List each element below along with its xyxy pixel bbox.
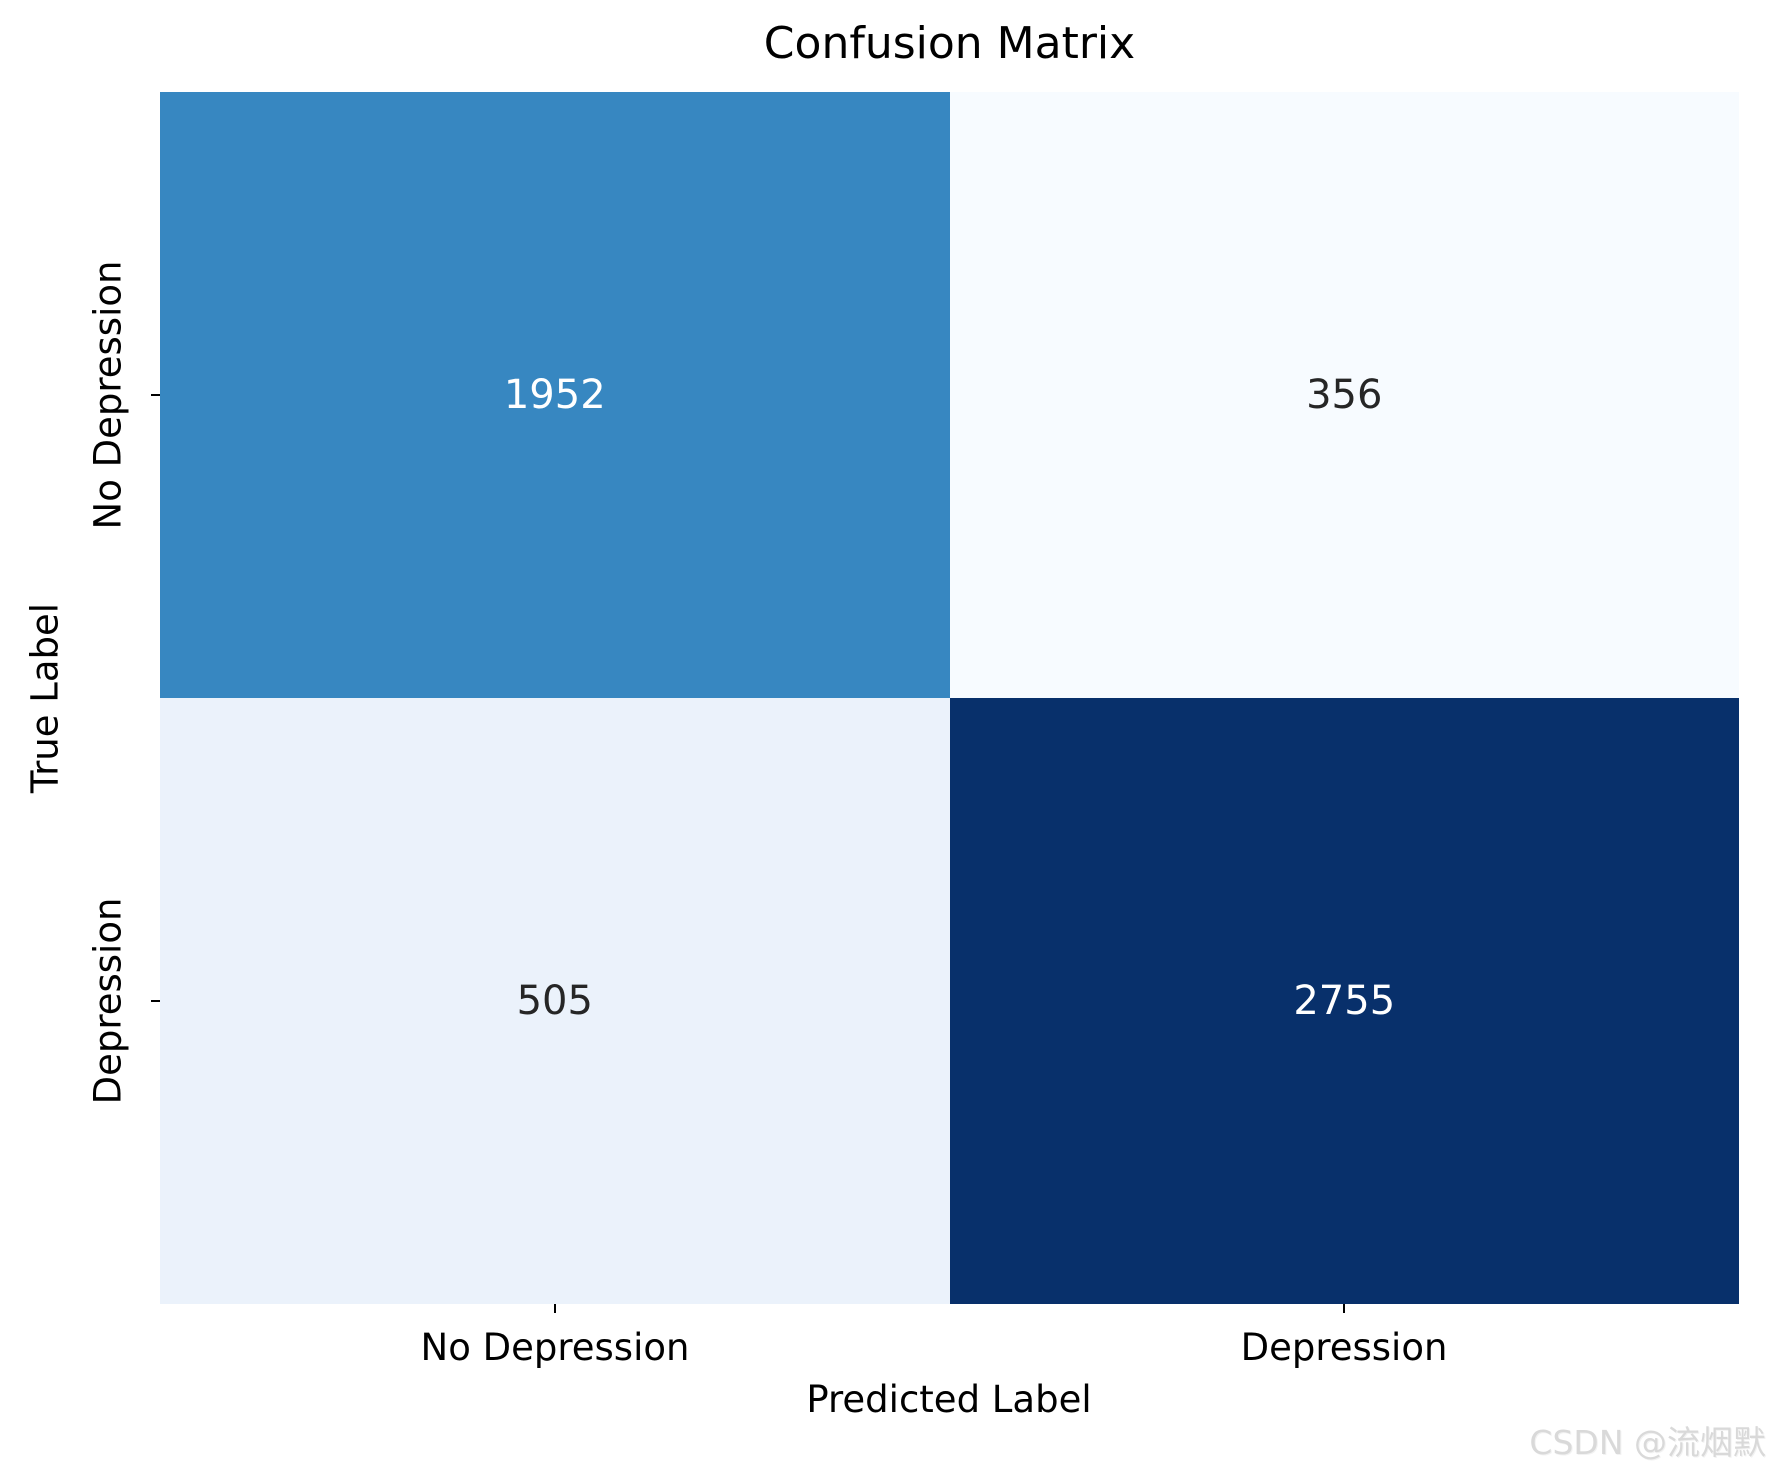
y-tick-mark-no-depression xyxy=(151,394,160,396)
cell-value-false-negative: 505 xyxy=(516,978,593,1024)
y-tick-label-no-depression: No Depression xyxy=(86,260,130,530)
y-tick-mark-depression xyxy=(151,1000,160,1002)
watermark: CSDN @流烟默 xyxy=(1529,1423,1766,1462)
cell-true-nodep-pred-nodep: 1952 xyxy=(160,92,950,698)
y-tick-label-depression: Depression xyxy=(86,897,130,1105)
cell-true-nodep-pred-dep: 356 xyxy=(949,92,1739,698)
y-axis-label: True Label xyxy=(23,602,67,794)
x-tick-mark-depression xyxy=(1343,1304,1345,1313)
cell-value-true-negative: 1952 xyxy=(503,372,606,418)
x-tick-label-depression: Depression xyxy=(1240,1326,1448,1369)
chart-title: Confusion Matrix xyxy=(763,18,1136,69)
heatmap-grid: 1952 356 505 2755 xyxy=(160,92,1739,1304)
x-axis-label: Predicted Label xyxy=(806,1378,1092,1421)
x-tick-mark-no-depression xyxy=(554,1304,556,1313)
cell-value-true-positive: 2755 xyxy=(1293,978,1396,1024)
cell-true-dep-pred-dep: 2755 xyxy=(949,698,1739,1304)
x-tick-label-no-depression: No Depression xyxy=(420,1326,690,1369)
cell-true-dep-pred-nodep: 505 xyxy=(160,698,950,1304)
cell-value-false-positive: 356 xyxy=(1306,372,1383,418)
